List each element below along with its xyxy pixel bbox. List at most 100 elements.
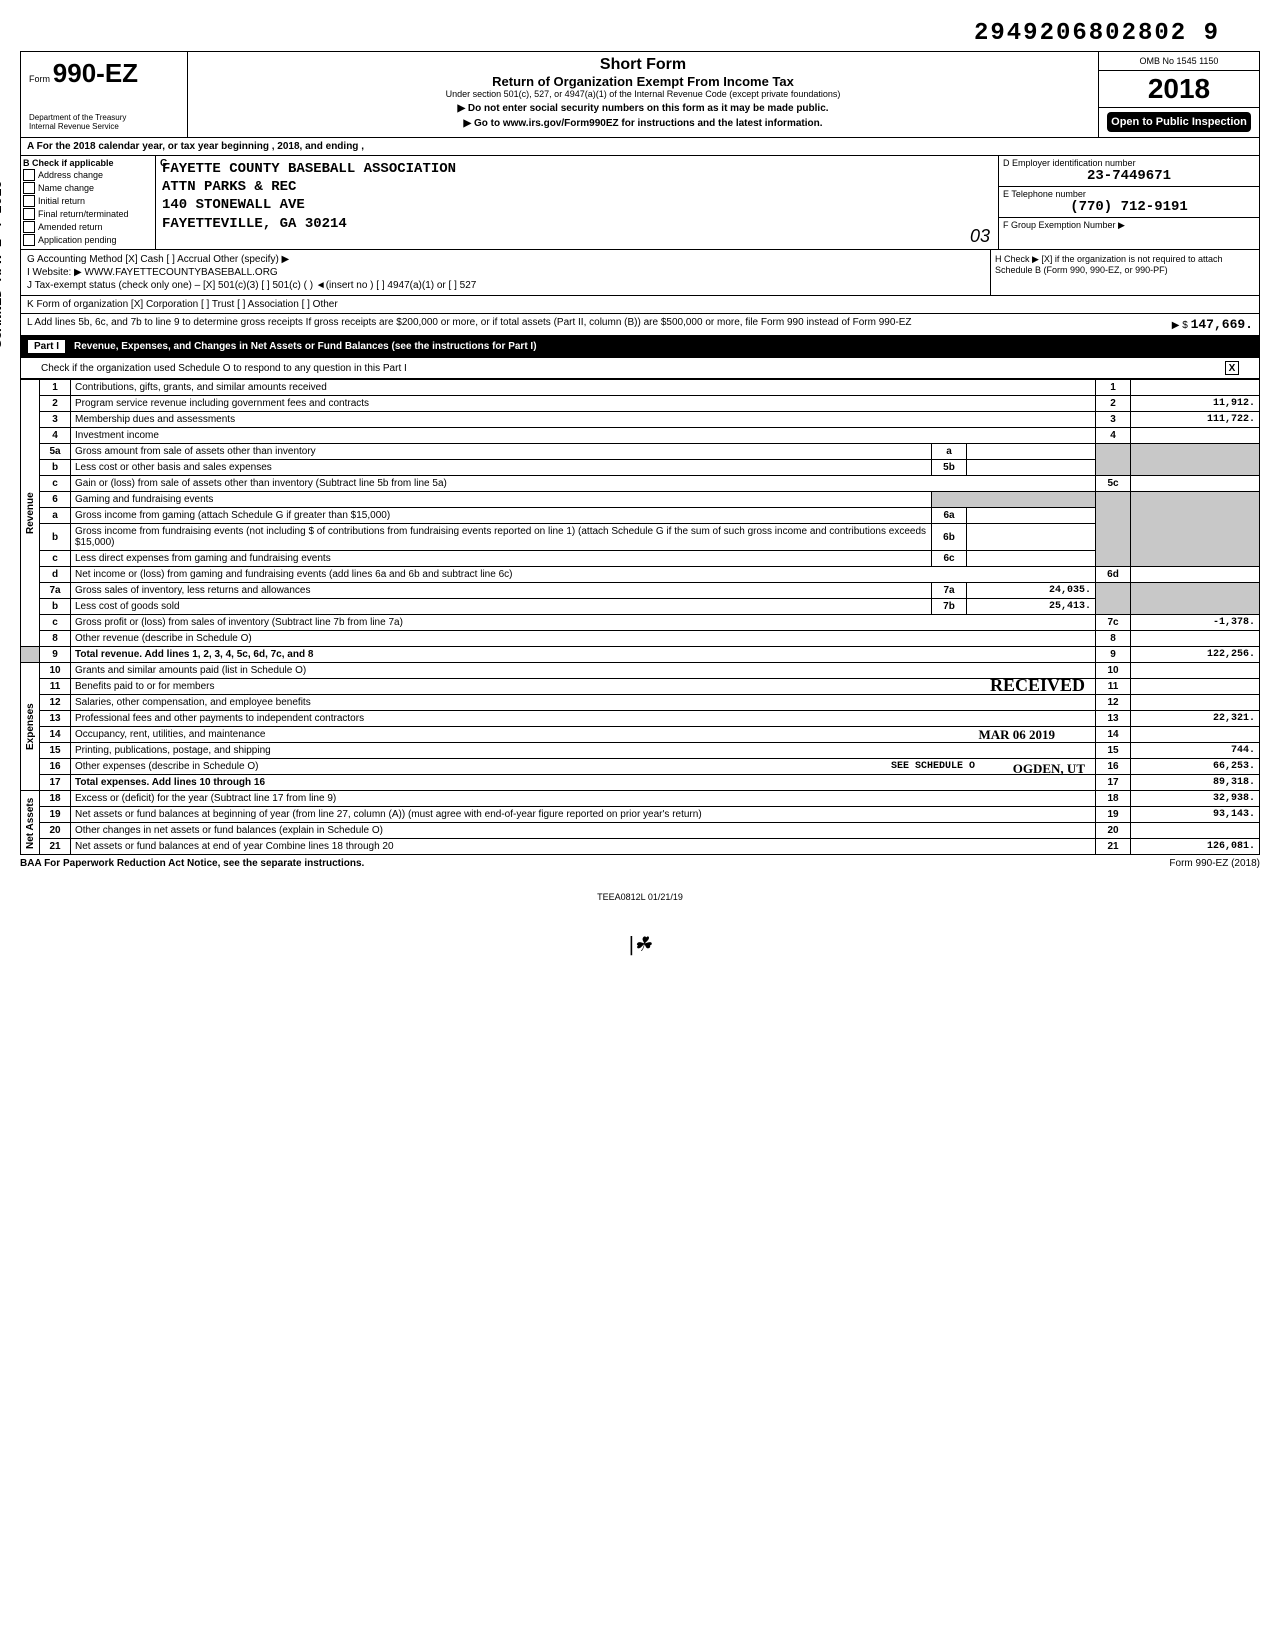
grey-cell [1131, 492, 1260, 567]
sr: 7b [932, 599, 967, 615]
cb-label: Initial return [38, 196, 85, 206]
main-table: Revenue 1 Contributions, gifts, grants, … [20, 379, 1260, 855]
part1-sub: Check if the organization used Schedule … [20, 358, 1260, 379]
lr: 16 [1096, 759, 1131, 775]
la [1131, 679, 1260, 695]
la: -1,378. [1131, 615, 1260, 631]
la: 122,256. [1131, 647, 1260, 663]
cb-label: Amended return [38, 222, 103, 232]
revenue-label: Revenue [21, 380, 40, 647]
date-stamp: MAR 06 2019 [978, 727, 1055, 743]
schedule-o-checkbox[interactable]: X [1225, 361, 1239, 375]
sa: 25,413. [967, 599, 1096, 615]
cb-amended[interactable]: Amended return [23, 221, 153, 233]
title-short: Short Form [198, 56, 1088, 74]
lr: 9 [1096, 647, 1131, 663]
lr: 8 [1096, 631, 1131, 647]
ln: 11 [40, 679, 71, 695]
lt: Printing, publications, postage, and shi… [71, 743, 1096, 759]
ln: 19 [40, 807, 71, 823]
see-sch-o: SEE SCHEDULE O [891, 761, 975, 772]
lr: 6d [1096, 567, 1131, 583]
row-a: A For the 2018 calendar year, or tax yea… [20, 138, 1260, 156]
lr: 20 [1096, 823, 1131, 839]
lt: Less cost or other basis and sales expen… [71, 460, 932, 476]
row-ghij: G Accounting Method [X] Cash [ ] Accrual… [20, 250, 1260, 296]
la: 126,081. [1131, 839, 1260, 855]
cb-name-change[interactable]: Name change [23, 182, 153, 194]
lr: 2 [1096, 396, 1131, 412]
lt: Occupancy, rent, utilities, and maintena… [75, 729, 265, 740]
received-stamp: RECEIVED [990, 675, 1085, 696]
ln: 17 [40, 775, 71, 791]
la: 93,143. [1131, 807, 1260, 823]
footer-left: BAA For Paperwork Reduction Act Notice, … [20, 858, 364, 869]
lr: 21 [1096, 839, 1131, 855]
lt: Gain or (loss) from sale of assets other… [71, 476, 1096, 492]
title-box: Short Form Return of Organization Exempt… [188, 52, 1099, 137]
ln: b [40, 599, 71, 615]
la [1131, 823, 1260, 839]
lt: Membership dues and assessments [71, 412, 1096, 428]
ln: 8 [40, 631, 71, 647]
ln: 16 [40, 759, 71, 775]
sr: 5b [932, 460, 967, 476]
grey-cell [1131, 444, 1260, 476]
lt: Grants and similar amounts paid (list in… [71, 663, 1096, 679]
row-j: J Tax-exempt status (check only one) – [… [27, 280, 984, 291]
lt: Net assets or fund balances at end of ye… [71, 839, 1096, 855]
la [1131, 631, 1260, 647]
lt: Less cost of goods sold [71, 599, 932, 615]
lt: Net income or (loss) from gaming and fun… [71, 567, 1096, 583]
ln: d [40, 567, 71, 583]
la: 11,912. [1131, 396, 1260, 412]
lt: Contributions, gifts, grants, and simila… [71, 380, 1096, 396]
omb-number: OMB No 1545 1150 [1099, 52, 1259, 71]
footer-right: Form 990-EZ (2018) [1169, 858, 1260, 869]
la: 89,318. [1131, 775, 1260, 791]
ogden-stamp: OGDEN, UT [1013, 761, 1085, 777]
title-main: Return of Organization Exempt From Incom… [198, 74, 1088, 89]
cb-final-return[interactable]: Final return/terminated [23, 208, 153, 220]
lt: Benefits paid to or for members [75, 681, 215, 692]
form-id-box: Form 990-EZ Department of the Treasury I… [21, 52, 188, 137]
ln: 10 [40, 663, 71, 679]
col-b-header: B Check if applicable [23, 158, 153, 168]
cb-address-change[interactable]: Address change [23, 169, 153, 181]
ln: 7a [40, 583, 71, 599]
sa [967, 460, 1096, 476]
row-h: H Check ▶ [X] if the organization is not… [990, 250, 1259, 295]
ln: 21 [40, 839, 71, 855]
ein-value: 23-7449671 [1003, 168, 1255, 184]
sa: 24,035. [967, 583, 1096, 599]
row-i: I Website: ▶ WWW.FAYETTECOUNTYBASEBALL.O… [27, 267, 984, 278]
col-def: D Employer identification number 23-7449… [999, 156, 1259, 249]
ln: 15 [40, 743, 71, 759]
la [1131, 380, 1260, 396]
la [1131, 428, 1260, 444]
sr: a [932, 444, 967, 460]
ln: 9 [40, 647, 71, 663]
title-under: Under section 501(c), 527, or 4947(a)(1)… [198, 89, 1088, 99]
goto-line: ▶ Go to www.irs.gov/Form990EZ for instru… [198, 118, 1088, 129]
la: 111,722. [1131, 412, 1260, 428]
e-label: E Telephone number [1003, 189, 1255, 199]
expenses-label: Expenses [21, 663, 40, 791]
sr: 7a [932, 583, 967, 599]
cb-pending[interactable]: Application pending [23, 234, 153, 246]
org-attn: ATTN PARKS & REC [162, 178, 992, 196]
scanned-stamp: SCANNED APR 1 4 2019 [0, 180, 6, 348]
initial-mark: |☘ [20, 932, 1260, 957]
row-g: G Accounting Method [X] Cash [ ] Accrual… [27, 254, 984, 265]
ln: 1 [40, 380, 71, 396]
cb-initial-return[interactable]: Initial return [23, 195, 153, 207]
part1-header: Part I Revenue, Expenses, and Changes in… [20, 336, 1260, 358]
sr: 6a [932, 508, 967, 524]
lt: Gross sales of inventory, less returns a… [71, 583, 932, 599]
lr: 14 [1096, 727, 1131, 743]
la: 32,938. [1131, 791, 1260, 807]
lr: 12 [1096, 695, 1131, 711]
org-name: FAYETTE COUNTY BASEBALL ASSOCIATION [162, 160, 992, 178]
ln: 14 [40, 727, 71, 743]
warn-line: ▶ Do not enter social security numbers o… [198, 103, 1088, 114]
